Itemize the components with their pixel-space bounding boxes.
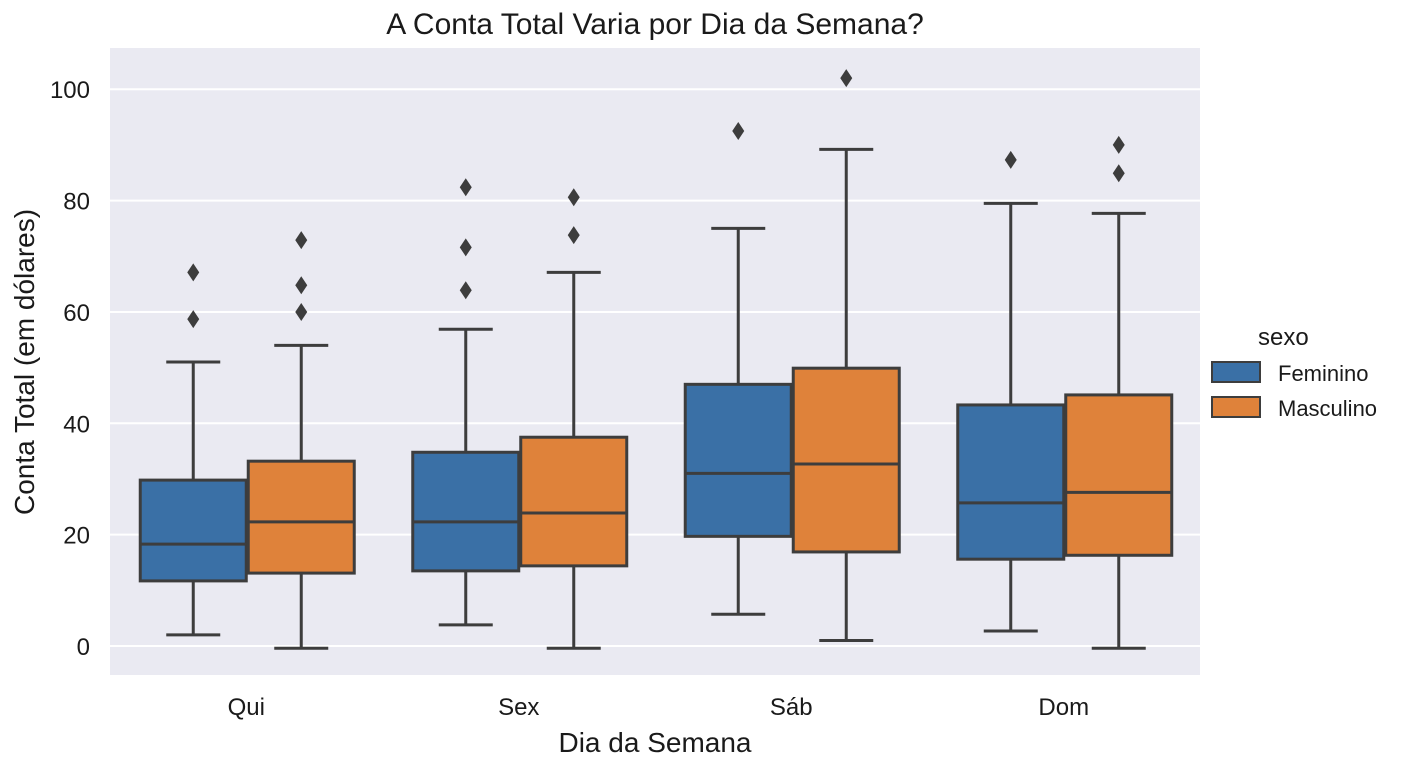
legend-label-masculino: Masculino xyxy=(1278,396,1377,421)
y-axis-label: Conta Total (em dólares) xyxy=(9,209,40,515)
box xyxy=(1064,393,1174,557)
outlier-point xyxy=(1112,164,1125,183)
outlier-point xyxy=(732,121,745,140)
box-masculino-sex xyxy=(519,188,629,650)
plot-background xyxy=(110,48,1200,675)
outlier-point xyxy=(295,302,308,321)
outlier-point xyxy=(1112,135,1125,154)
outlier-point xyxy=(187,263,200,282)
box xyxy=(411,450,521,573)
x-tick-label: Dom xyxy=(1038,694,1089,721)
x-tick-label: Sáb xyxy=(770,694,813,721)
legend-swatch-masculino xyxy=(1211,396,1261,418)
outlier-point xyxy=(567,188,580,207)
y-tick-label: 20 xyxy=(63,523,90,550)
box xyxy=(138,478,248,583)
legend-title: sexo xyxy=(1258,324,1309,351)
box-feminino-qui xyxy=(138,263,248,637)
outlier-point xyxy=(295,276,308,295)
x-axis-label: Dia da Semana xyxy=(558,727,751,758)
legend: sexo Feminino Masculino xyxy=(1211,324,1377,421)
legend-label-feminino: Feminino xyxy=(1278,361,1368,386)
y-tick-label: 60 xyxy=(63,300,90,327)
box-feminino-sáb xyxy=(683,121,793,616)
outlier-point xyxy=(187,310,200,329)
box-masculino-sáb xyxy=(791,69,901,642)
outlier-point xyxy=(459,238,472,257)
box xyxy=(956,403,1066,561)
y-tick-label: 80 xyxy=(63,189,90,216)
y-tick-label: 100 xyxy=(50,77,90,104)
outlier-point xyxy=(459,281,472,300)
box xyxy=(246,459,356,575)
y-tick-label: 40 xyxy=(63,411,90,438)
box-masculino-qui xyxy=(246,231,356,650)
box-feminino-dom xyxy=(956,150,1066,633)
x-tick-label: Qui xyxy=(228,694,265,721)
outlier-point xyxy=(295,231,308,250)
outlier-point xyxy=(459,178,472,197)
outlier-point xyxy=(840,69,853,88)
box-feminino-sex xyxy=(411,178,521,627)
box xyxy=(519,435,629,568)
box-masculino-dom xyxy=(1064,135,1174,650)
x-tick-label: Sex xyxy=(498,694,539,721)
y-tick-label: 0 xyxy=(77,634,90,661)
outlier-point xyxy=(1004,150,1017,169)
outlier-point xyxy=(567,226,580,245)
box xyxy=(683,382,793,538)
legend-swatch-feminino xyxy=(1211,361,1261,383)
box xyxy=(791,366,901,554)
chart-title: A Conta Total Varia por Dia da Semana? xyxy=(386,8,924,41)
